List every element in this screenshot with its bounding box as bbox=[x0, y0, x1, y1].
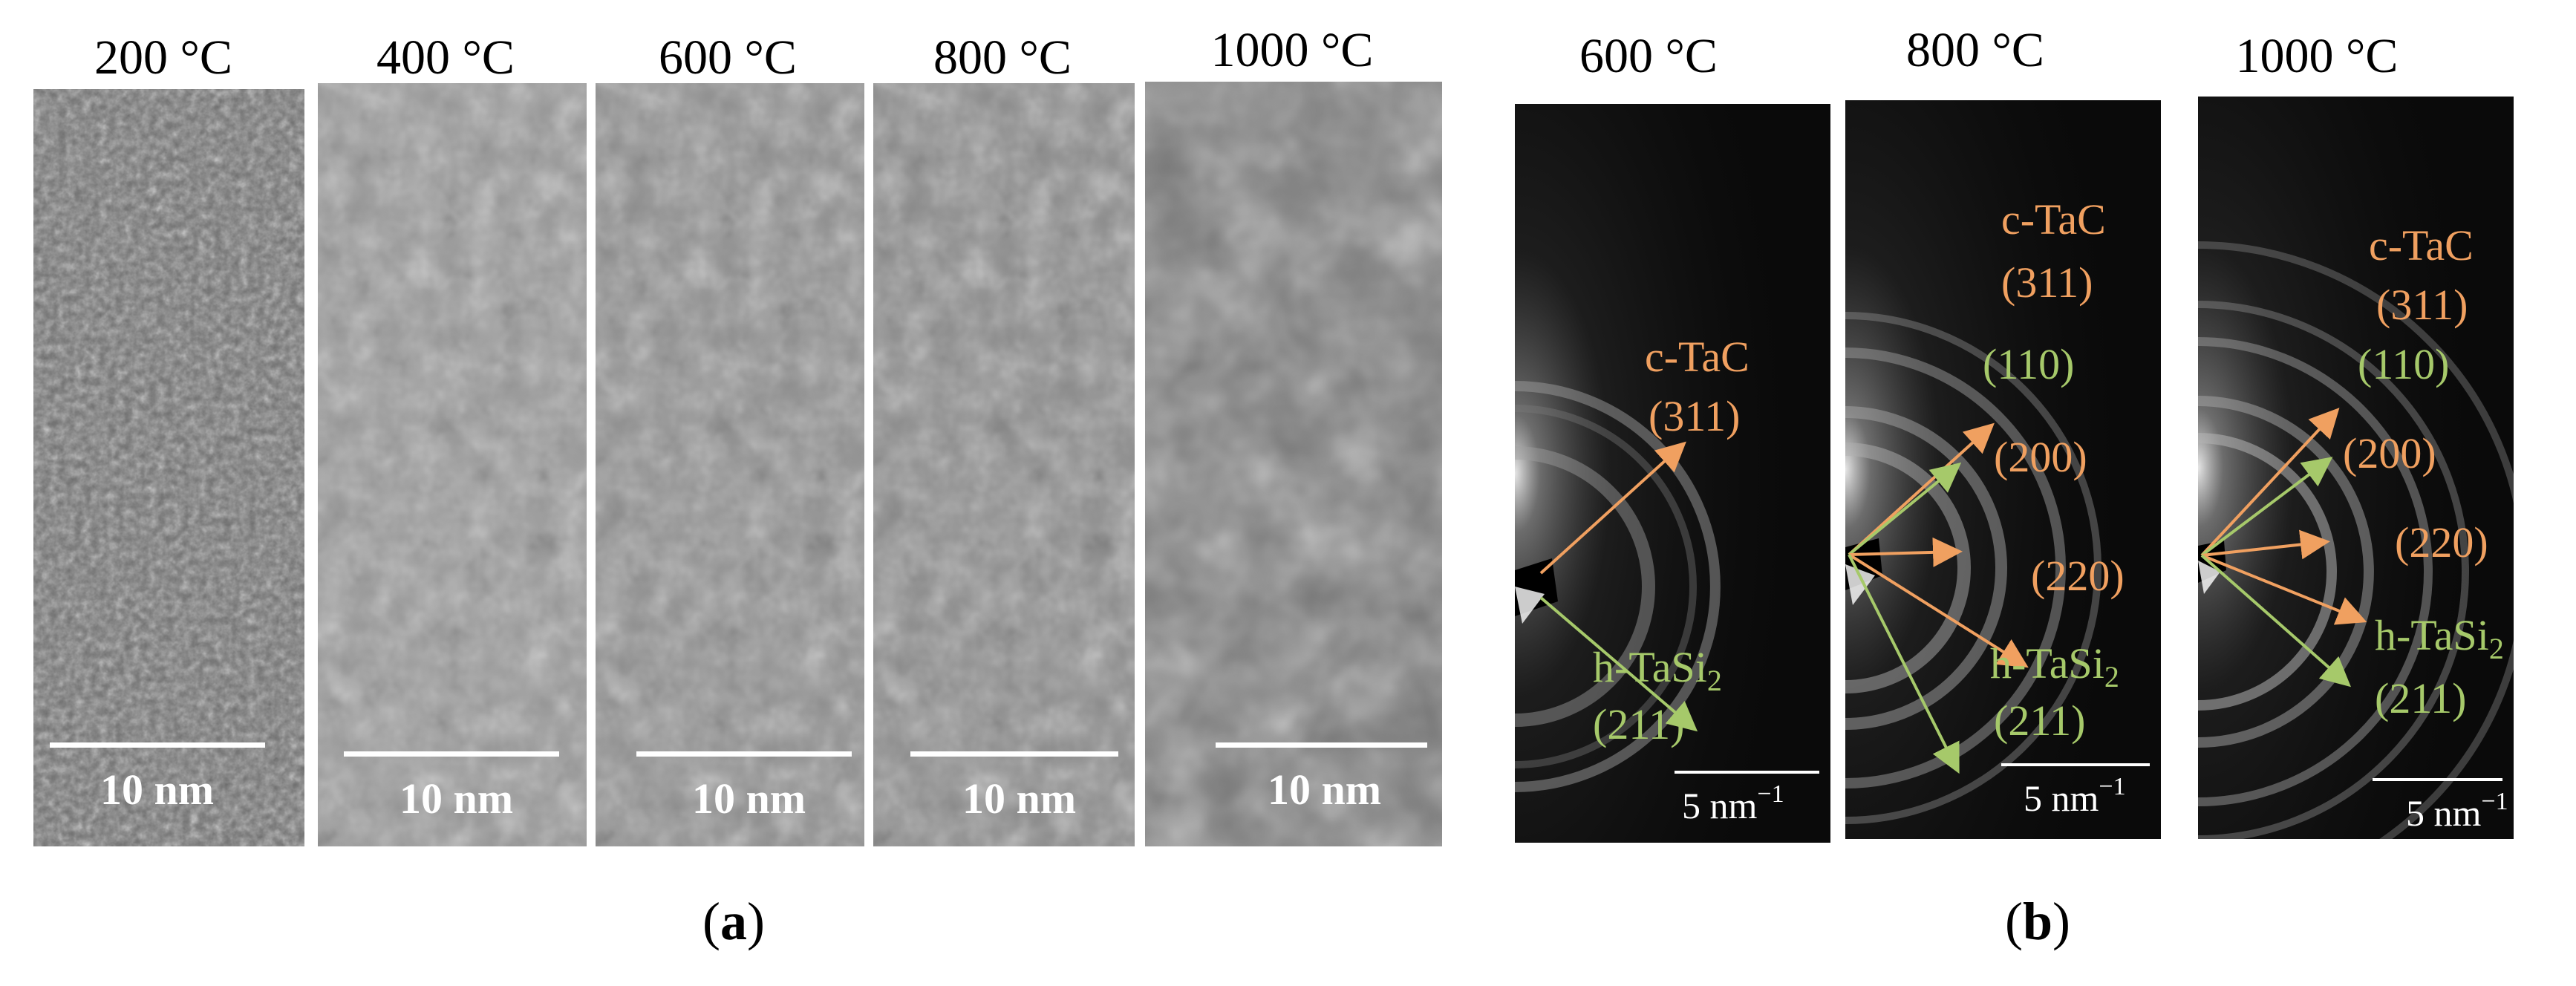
saed-diagram: c-TaC (311) h-TaSi2 (211) 5 nm−1 bbox=[1515, 104, 1830, 843]
plane-label: (211) bbox=[1593, 700, 1684, 748]
scale-bar bbox=[344, 751, 559, 757]
tem-texture bbox=[318, 83, 587, 846]
scale-bar-label: 5 nm−1 bbox=[2406, 788, 2508, 834]
saed-pattern-600: c-TaC (311) h-TaSi2 (211) 5 nm−1 bbox=[1515, 104, 1830, 843]
plane-label: (200) bbox=[1994, 433, 2087, 481]
scale-bar bbox=[636, 751, 852, 757]
tem-texture bbox=[873, 83, 1135, 846]
temperature-label: 800 °C bbox=[933, 30, 1072, 85]
temperature-label: 1000 °C bbox=[1210, 23, 1374, 77]
temperature-label: 1000 °C bbox=[2235, 29, 2399, 83]
scale-bar-label: 10 nm bbox=[1268, 765, 1382, 814]
temperature-label: 400 °C bbox=[376, 30, 515, 85]
temperature-label: 600 °C bbox=[1579, 29, 1718, 83]
plane-label: (220) bbox=[2395, 518, 2488, 567]
panel-b-letter: (b) bbox=[2005, 892, 2071, 951]
scale-bar bbox=[1216, 742, 1427, 748]
plane-label: (211) bbox=[1994, 696, 2085, 745]
tem-image-200: 10 nm bbox=[33, 89, 304, 846]
temperature-label: 800 °C bbox=[1906, 23, 2044, 77]
scale-bar-label: 5 nm−1 bbox=[2024, 773, 2126, 819]
phase-label-tac: c-TaC bbox=[1645, 333, 1750, 381]
plane-label: (200) bbox=[2343, 429, 2436, 477]
panel-a-letter: (a) bbox=[702, 892, 765, 951]
tem-image-1000: 10 nm bbox=[1145, 82, 1442, 846]
saed-diagram: c-TaC (311) (110) (200) (220) h-TaSi2 (2… bbox=[2198, 97, 2514, 839]
temperature-label: 200 °C bbox=[94, 30, 232, 85]
scale-bar-label: 10 nm bbox=[962, 774, 1077, 823]
phase-label-tac: c-TaC bbox=[2369, 221, 2474, 270]
tem-image-600: 10 nm bbox=[596, 83, 864, 846]
plane-label: (211) bbox=[2375, 674, 2466, 722]
phase-label-tasi2: h-TaSi2 bbox=[1990, 639, 2119, 693]
temperature-label: 600 °C bbox=[659, 30, 797, 85]
scale-bar bbox=[50, 742, 265, 748]
plane-label: (110) bbox=[2358, 340, 2449, 388]
tem-texture bbox=[596, 83, 864, 846]
plane-label: (110) bbox=[1983, 340, 2074, 388]
tem-image-400: 10 nm bbox=[318, 83, 587, 846]
tem-texture bbox=[1145, 82, 1442, 846]
plane-label: (311) bbox=[2376, 281, 2468, 329]
phase-label-tasi2: h-TaSi2 bbox=[1593, 643, 1722, 697]
plane-label: (311) bbox=[1649, 392, 1740, 440]
plane-label: (311) bbox=[2001, 258, 2093, 307]
scale-bar-label: 5 nm−1 bbox=[1682, 780, 1784, 826]
phase-label-tasi2: h-TaSi2 bbox=[2375, 611, 2504, 665]
saed-diagram: c-TaC (311) (110) (200) (220) h-TaSi2 (2… bbox=[1845, 100, 2161, 839]
tem-texture bbox=[33, 89, 304, 846]
tem-image-800: 10 nm bbox=[873, 83, 1135, 846]
phase-label-tac: c-TaC bbox=[2001, 195, 2106, 244]
scale-bar-label: 10 nm bbox=[400, 774, 514, 823]
plane-label: (220) bbox=[2031, 552, 2125, 600]
scale-bar-label: 10 nm bbox=[100, 765, 215, 814]
scale-bar-label: 10 nm bbox=[692, 774, 806, 823]
saed-pattern-1000: c-TaC (311) (110) (200) (220) h-TaSi2 (2… bbox=[2198, 97, 2514, 839]
saed-pattern-800: c-TaC (311) (110) (200) (220) h-TaSi2 (2… bbox=[1845, 100, 2161, 839]
scale-bar bbox=[910, 751, 1118, 757]
